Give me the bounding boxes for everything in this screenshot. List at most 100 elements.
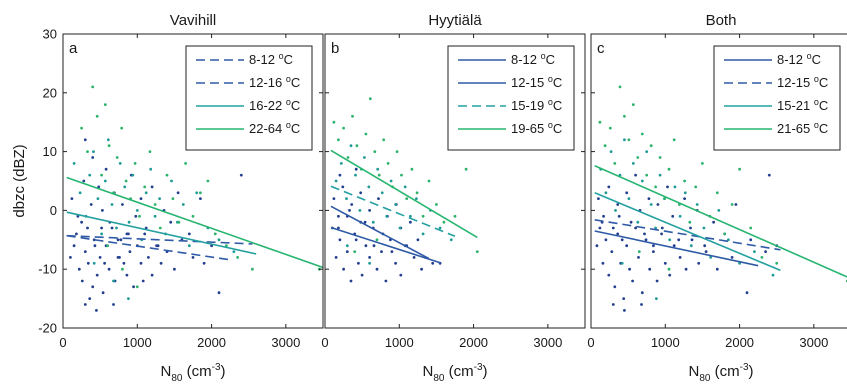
data-point [640, 179, 644, 183]
data-point [236, 256, 240, 259]
data-point [115, 156, 119, 159]
degree-mark: o [286, 97, 291, 107]
data-point [371, 220, 375, 224]
data-point [730, 256, 734, 259]
legend-entry: 12-15 oC [777, 74, 828, 90]
data-point [409, 220, 412, 224]
legend-box [713, 45, 841, 151]
data-point [138, 214, 141, 218]
data-point [368, 97, 372, 101]
data-point [169, 220, 173, 224]
points-layer [66, 85, 323, 312]
y-tick-label: -20 [38, 321, 57, 336]
data-point [597, 197, 600, 201]
data-point [636, 220, 640, 224]
data-point [359, 191, 363, 195]
data-point [119, 238, 123, 242]
legend-entry: 19-65 oC [511, 120, 562, 136]
data-point [110, 203, 114, 206]
legend-entry: 15-21 oC [777, 97, 828, 113]
data-point [373, 150, 377, 154]
data-point [191, 256, 195, 259]
data-point [120, 126, 124, 130]
panel-letter: c [597, 40, 605, 57]
data-point [106, 138, 110, 142]
data-point [689, 244, 693, 248]
data-point [368, 256, 371, 259]
data-point [199, 191, 202, 195]
data-point [613, 285, 617, 289]
x-label-sup: -3 [212, 362, 221, 373]
y-tick-label: 30 [43, 27, 57, 42]
fit-line [66, 176, 323, 269]
data-point [683, 191, 687, 195]
data-point [410, 167, 414, 171]
data-point [695, 203, 699, 206]
data-point [382, 138, 386, 142]
data-point [153, 214, 157, 218]
data-point [712, 220, 715, 224]
data-point [337, 214, 340, 218]
degree-mark: o [548, 74, 553, 84]
data-point [159, 261, 163, 265]
data-point [217, 291, 221, 295]
data-point [147, 256, 150, 259]
data-point [91, 85, 95, 89]
data-point [345, 244, 349, 248]
data-point [143, 232, 147, 236]
data-point [631, 279, 634, 283]
legend-entry: 12-16 oC [249, 74, 300, 90]
data-point [372, 244, 376, 248]
x-tick-label: 1000 [651, 335, 680, 350]
data-point [611, 303, 615, 306]
data-point [195, 191, 199, 195]
data-point [150, 273, 154, 277]
data-point [376, 167, 380, 171]
fit-line [330, 149, 478, 239]
data-point [375, 238, 379, 242]
data-point [348, 209, 351, 212]
data-point [88, 297, 92, 300]
data-point [156, 244, 160, 248]
data-point [645, 150, 649, 154]
x-label-main: N [160, 363, 171, 380]
data-point [672, 138, 676, 142]
data-point [647, 197, 651, 201]
data-point [607, 185, 611, 189]
data-point [753, 250, 756, 254]
legend-range: 12-15 [777, 75, 814, 90]
x-label-sup: -3 [740, 362, 749, 373]
data-point [96, 197, 100, 201]
x-tick-label: 1000 [123, 335, 152, 350]
data-point [338, 238, 342, 242]
legend-range: 15-21 [777, 98, 814, 113]
data-point [144, 226, 148, 230]
fit-line [330, 185, 456, 238]
data-point [339, 162, 343, 165]
degree-mark: o [807, 51, 812, 61]
degree-mark: o [814, 120, 819, 130]
data-point [170, 179, 173, 183]
data-point [239, 173, 243, 177]
data-point [69, 256, 72, 259]
data-point [187, 232, 191, 236]
data-point [100, 232, 103, 236]
data-point [384, 279, 388, 283]
legend-range: 15-19 [511, 98, 548, 113]
data-point [122, 261, 126, 265]
degree-mark: o [286, 74, 291, 84]
data-point [623, 309, 626, 312]
data-point [100, 173, 103, 177]
data-point [399, 273, 403, 277]
data-point [360, 273, 364, 277]
degree-mark: o [548, 97, 553, 107]
data-point [715, 191, 719, 195]
data-point [97, 185, 101, 189]
data-point [734, 203, 738, 206]
data-point [107, 267, 111, 271]
data-point [345, 250, 349, 254]
data-point [667, 167, 671, 171]
